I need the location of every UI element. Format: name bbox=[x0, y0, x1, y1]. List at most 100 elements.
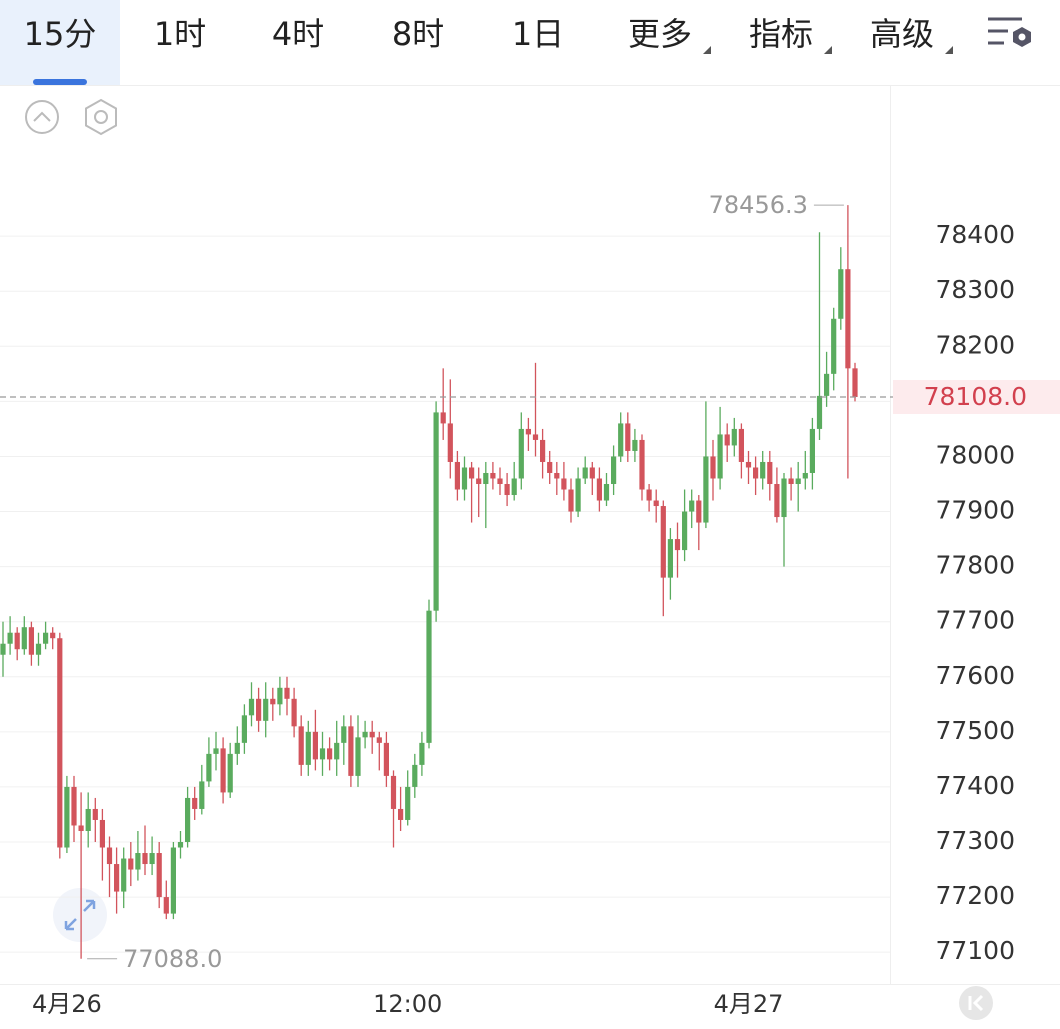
candle-body bbox=[121, 858, 127, 892]
settings-button[interactable] bbox=[85, 98, 117, 136]
candle-body bbox=[263, 698, 269, 721]
candle-body bbox=[490, 472, 496, 479]
candle-body bbox=[440, 412, 446, 424]
candle-body bbox=[220, 748, 226, 793]
candle-body bbox=[781, 478, 787, 518]
candle-body bbox=[192, 797, 198, 809]
candle-body bbox=[28, 627, 34, 655]
candle-body bbox=[383, 742, 389, 776]
candle-body bbox=[497, 478, 503, 485]
candle-body bbox=[447, 423, 453, 462]
tab[interactable]: 1日 bbox=[512, 15, 564, 53]
y-tick-label: 77500 bbox=[935, 716, 1015, 745]
candle-body bbox=[57, 638, 63, 848]
x-tick-label: 4月27 bbox=[714, 990, 784, 1018]
candle-body bbox=[724, 434, 730, 446]
candle-body bbox=[596, 478, 602, 501]
x-tick-label: 12:00 bbox=[373, 990, 442, 1018]
tab[interactable]: 15分 bbox=[24, 15, 97, 53]
candle-body bbox=[682, 511, 688, 551]
candle-body bbox=[469, 467, 475, 479]
candle-body bbox=[99, 819, 105, 848]
candle-body bbox=[582, 467, 588, 479]
expand-button[interactable] bbox=[53, 888, 107, 942]
candle-body bbox=[554, 472, 560, 479]
candle-body bbox=[284, 687, 290, 699]
candle-body bbox=[561, 478, 567, 490]
candle-body bbox=[114, 864, 120, 892]
candle-body bbox=[802, 472, 808, 479]
x-tick-label: 4月26 bbox=[32, 990, 102, 1018]
candle-body bbox=[319, 748, 326, 760]
candle-body bbox=[696, 500, 702, 523]
candle-body bbox=[454, 461, 460, 490]
candle-body bbox=[369, 731, 375, 738]
candle-body bbox=[532, 434, 539, 440]
tab[interactable]: 高级 bbox=[870, 15, 934, 53]
candle-body bbox=[334, 742, 340, 760]
candle-body bbox=[838, 269, 844, 319]
candle-body bbox=[21, 627, 27, 650]
candle-body bbox=[632, 439, 638, 451]
annotation-label: 78456.3 bbox=[709, 191, 808, 219]
y-tick-label: 77800 bbox=[935, 551, 1015, 580]
candle-body bbox=[270, 698, 276, 705]
candle-body bbox=[461, 467, 468, 490]
candle-body bbox=[106, 847, 113, 865]
y-tick-label: 77400 bbox=[935, 771, 1015, 800]
chevron-up bbox=[33, 111, 51, 122]
candle-body bbox=[824, 373, 830, 396]
tab-bar bbox=[0, 17, 1060, 86]
candle-body bbox=[625, 423, 631, 451]
candle-body bbox=[362, 731, 368, 738]
candle-body bbox=[256, 698, 262, 721]
tab[interactable]: 1时 bbox=[154, 15, 206, 53]
candle-body bbox=[405, 786, 411, 820]
candle-body bbox=[646, 489, 652, 501]
candle-body bbox=[667, 539, 673, 578]
candle-body bbox=[504, 484, 510, 496]
candle-body bbox=[277, 687, 283, 705]
candle-body bbox=[731, 428, 737, 446]
candle-body bbox=[213, 748, 219, 754]
candle-body bbox=[433, 412, 439, 611]
candle-body bbox=[760, 461, 766, 479]
candle-body bbox=[845, 269, 851, 369]
candle-body bbox=[85, 808, 91, 831]
candle-body bbox=[305, 731, 311, 765]
y-tick-label: 78400 bbox=[935, 220, 1015, 249]
candle-body bbox=[0, 643, 6, 655]
current-price-label: 78108.0 bbox=[924, 382, 1027, 411]
candle-body bbox=[795, 478, 801, 485]
tab[interactable]: 指标 bbox=[749, 15, 813, 53]
candle-body bbox=[376, 737, 382, 743]
settings-hole bbox=[94, 110, 108, 124]
y-tick-label: 77300 bbox=[935, 826, 1015, 855]
candle-body bbox=[43, 632, 49, 644]
candle-body bbox=[241, 715, 247, 743]
candle-body bbox=[227, 753, 233, 793]
candle-body bbox=[710, 456, 716, 479]
tab[interactable]: 更多 bbox=[628, 15, 692, 53]
active-tab-bg bbox=[0, 0, 120, 85]
candle-body bbox=[618, 423, 624, 457]
candle-body bbox=[852, 368, 858, 397]
candle-body bbox=[774, 484, 780, 518]
candle-body bbox=[128, 858, 134, 870]
candle-body bbox=[390, 775, 397, 809]
candle-body bbox=[738, 428, 744, 462]
tab[interactable]: 4时 bbox=[272, 15, 324, 53]
y-tick-label: 77900 bbox=[935, 496, 1015, 525]
grid bbox=[0, 235, 890, 953]
collapse-button[interactable] bbox=[25, 100, 59, 134]
candle-body bbox=[35, 643, 42, 655]
tab[interactable]: 8时 bbox=[392, 15, 444, 53]
candle-body bbox=[206, 753, 212, 782]
candle-body bbox=[788, 478, 794, 485]
candle-body bbox=[199, 781, 205, 809]
settings-icon[interactable] bbox=[988, 17, 1031, 47]
candle-body bbox=[518, 428, 524, 479]
y-tick-label: 77700 bbox=[935, 606, 1015, 635]
scroll-end-button[interactable] bbox=[959, 986, 993, 1020]
